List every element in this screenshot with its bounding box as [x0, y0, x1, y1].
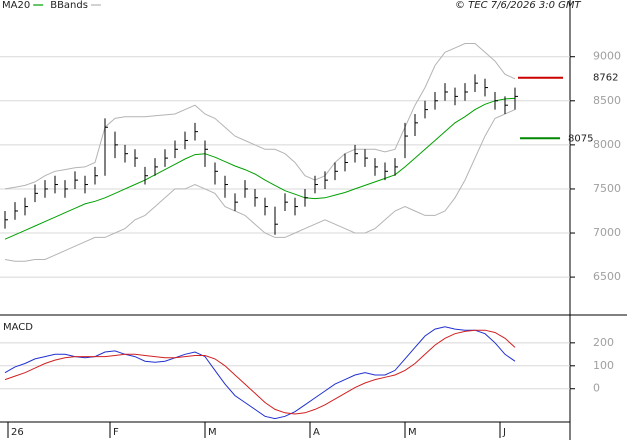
y-tick-label: 7500 [593, 182, 621, 195]
y-tick-label: 0 [593, 382, 600, 395]
level-label: 8075 [568, 133, 593, 144]
series-line [4, 109, 516, 262]
series-line [4, 43, 516, 190]
legend-label: MA20 [2, 0, 30, 11]
macd-line [4, 326, 516, 420]
panel-title: MACD [3, 322, 33, 333]
x-tick-label: J [502, 427, 506, 438]
y-tick-label: 6500 [593, 270, 621, 283]
y-tick-label: 9000 [593, 50, 621, 63]
copyright: © TEC 7/6/2026 3:0 GMT [455, 0, 582, 11]
x-tick-label: M [208, 427, 217, 438]
y-tick-label: 7000 [593, 226, 621, 239]
x-tick-label: F [113, 427, 119, 438]
x-tick-label: M [408, 427, 417, 438]
macd-line [4, 329, 516, 415]
level-label: 8762 [593, 73, 618, 84]
x-tick-label: 26 [11, 427, 24, 438]
x-tick-label: A [313, 427, 320, 438]
y-tick-label: 200 [593, 336, 614, 349]
y-tick-label: 100 [593, 359, 614, 372]
y-tick-label: 8500 [593, 94, 621, 107]
legend-label: BBands [50, 0, 88, 11]
series-line [4, 97, 516, 240]
y-tick-label: 8000 [593, 138, 621, 151]
